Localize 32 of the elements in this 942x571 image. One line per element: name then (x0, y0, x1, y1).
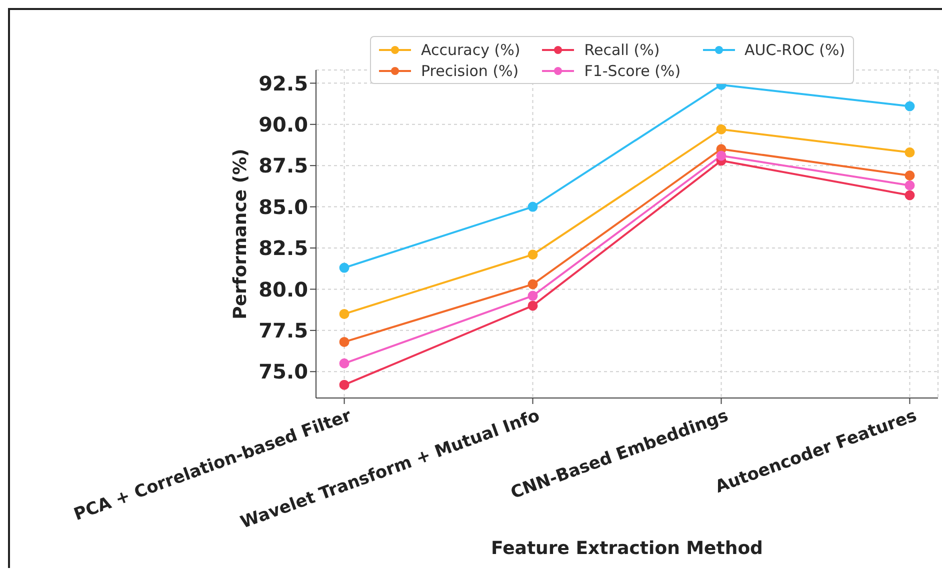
point (339, 336, 350, 347)
legend-label: Recall (%) (584, 40, 660, 58)
point (339, 262, 350, 273)
x-axis-title: Feature Extraction Method (491, 538, 763, 559)
point (528, 290, 538, 301)
point (528, 202, 538, 212)
y-tick-label: 77.5 (258, 318, 308, 343)
y-tick-label: 82.5 (258, 236, 308, 260)
point (904, 180, 915, 190)
point (904, 170, 915, 180)
point (339, 308, 350, 319)
point (904, 190, 915, 200)
y-tick-label: 92.5 (258, 71, 308, 96)
point (904, 101, 915, 112)
legend-label: AUC-ROC (%) (744, 40, 846, 58)
point (528, 300, 538, 311)
y-tick-label: 75.0 (258, 360, 308, 384)
legend-label: Accuracy (%) (421, 40, 520, 58)
point (904, 147, 915, 158)
point (716, 124, 726, 134)
legend-label: Precision (%) (421, 62, 519, 80)
point (339, 380, 350, 390)
y-tick-label: 80.0 (258, 277, 308, 302)
point (528, 250, 538, 260)
point (339, 358, 350, 368)
legend-label: F1-Score (%) (584, 62, 681, 80)
y-tick-label: 85.0 (258, 194, 308, 219)
y-axis-title: Performance (%) (230, 148, 251, 320)
y-tick-label: 87.5 (258, 154, 308, 178)
y-tick-label: 90.0 (258, 112, 308, 136)
point (528, 279, 538, 290)
point (716, 150, 726, 161)
